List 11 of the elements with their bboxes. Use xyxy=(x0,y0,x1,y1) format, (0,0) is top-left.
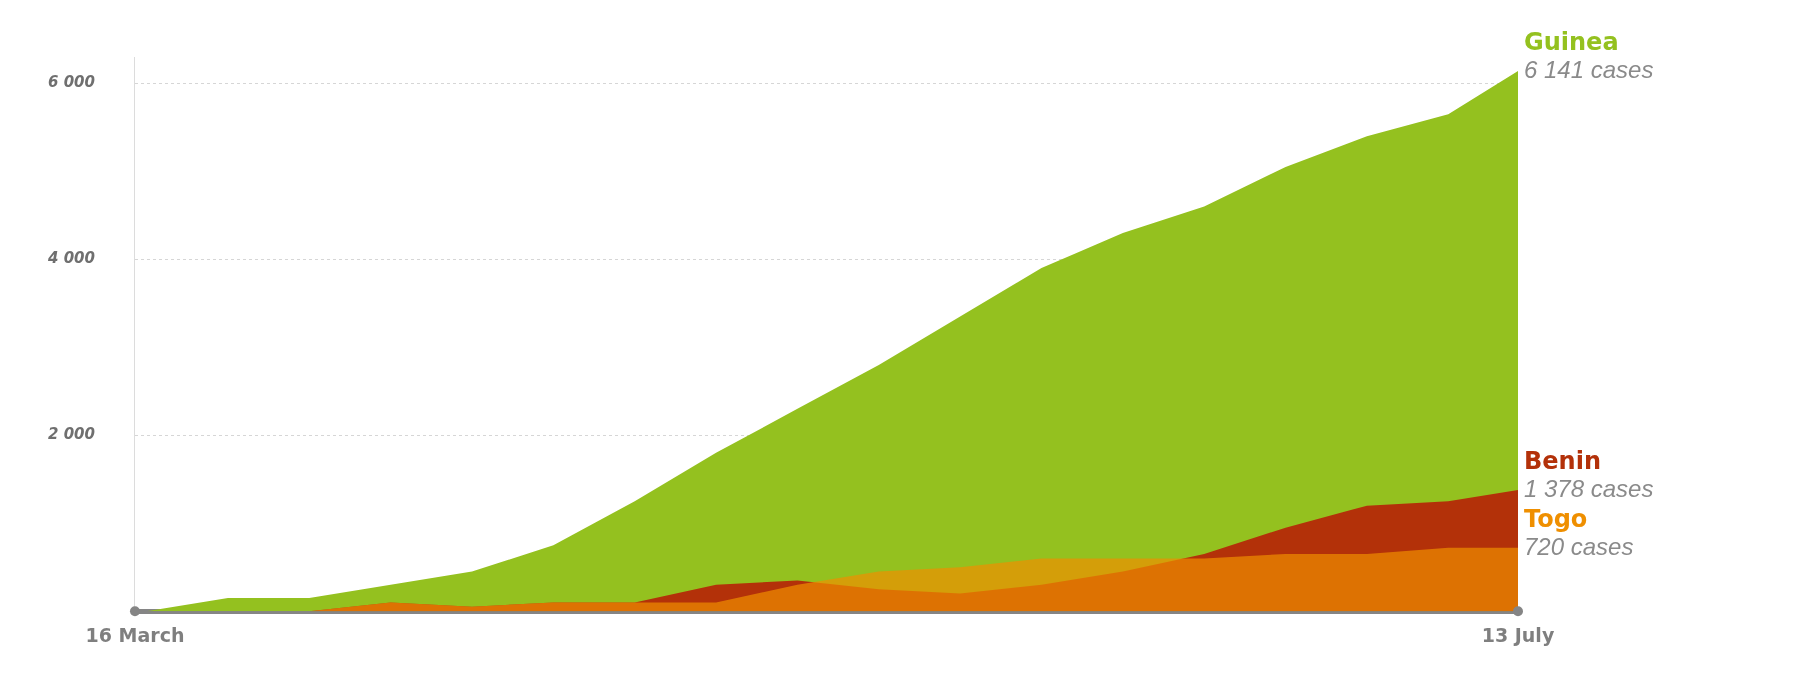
y-tick-label: 2 000 xyxy=(47,425,95,444)
data-label: 720 cases xyxy=(1524,532,1634,560)
y-tick-label: 6 000 xyxy=(47,73,95,92)
series-label: Benin xyxy=(1524,447,1601,476)
x-tick-label: 16 March xyxy=(85,623,185,646)
series-label: Guinea xyxy=(1524,28,1619,57)
x-tick-label: 13 July xyxy=(1481,623,1555,646)
data-label: 6 141 cases xyxy=(1524,55,1654,83)
series-label: Togo xyxy=(1524,505,1588,534)
data-label: 1 378 cases xyxy=(1524,474,1654,502)
y-tick-label: 4 000 xyxy=(46,249,95,268)
